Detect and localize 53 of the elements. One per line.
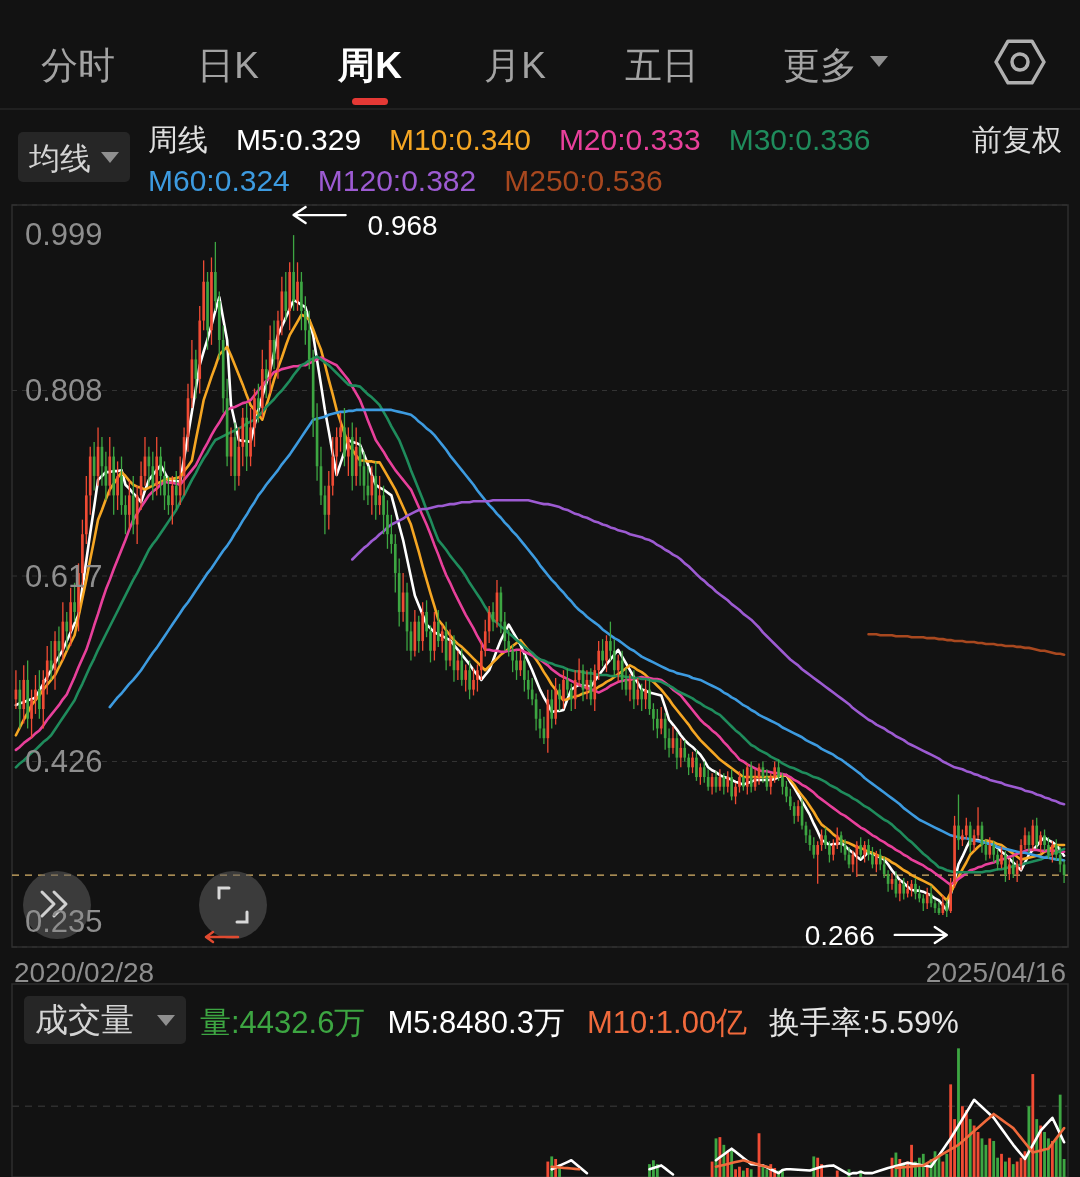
bar xyxy=(957,1048,960,1177)
text: M20:0.333 xyxy=(558,123,701,156)
legend-title: 周线 xyxy=(148,123,208,156)
bar xyxy=(949,1084,953,1177)
y-tick-label: 0.235 xyxy=(25,904,103,939)
bar xyxy=(1011,1164,1015,1177)
bar xyxy=(749,1169,753,1177)
text: 分时 xyxy=(41,45,115,86)
annotation: 0.266 xyxy=(804,919,875,951)
bar xyxy=(765,1169,769,1177)
text: M5:8480.3万 xyxy=(387,1005,565,1040)
bar xyxy=(1007,1157,1011,1177)
y-tick-label: 0.426 xyxy=(25,744,103,779)
bar xyxy=(1031,1074,1035,1177)
bar xyxy=(835,1170,839,1177)
text: 周K xyxy=(337,45,403,86)
text: M30:0.336 xyxy=(728,123,871,156)
text: 均线 xyxy=(28,140,91,176)
bar xyxy=(741,1170,745,1177)
bar xyxy=(734,1169,737,1177)
text: 更多 xyxy=(783,45,857,86)
bar xyxy=(988,1138,992,1177)
text: 月K xyxy=(484,45,547,86)
bar xyxy=(1004,1161,1007,1177)
bar xyxy=(960,1106,964,1177)
text: M10:0.340 xyxy=(389,123,531,156)
text: M60:0.324 xyxy=(148,164,290,197)
bar xyxy=(1015,1161,1019,1177)
bar xyxy=(546,1161,550,1177)
text: 五日 xyxy=(625,45,699,86)
text: 2020/02/28 xyxy=(14,957,155,988)
y-tick-label: 0.999 xyxy=(25,217,103,252)
text: M5:0.329 xyxy=(236,123,362,156)
text: 前复权 xyxy=(972,123,1062,156)
bar xyxy=(1058,1094,1062,1177)
text: M250:0.536 xyxy=(504,164,663,197)
bar xyxy=(945,1153,949,1177)
text: 成交量 xyxy=(35,1001,134,1039)
text: 换手率:5.59% xyxy=(769,1005,959,1040)
text: 2025/04/16 xyxy=(925,957,1066,988)
bar xyxy=(1000,1153,1003,1177)
bar xyxy=(972,1125,976,1177)
bar xyxy=(738,1166,741,1177)
text: 日K xyxy=(197,45,260,86)
y-tick-label: 0.808 xyxy=(25,373,103,408)
bar xyxy=(1043,1131,1046,1177)
bar xyxy=(968,1119,972,1177)
bar xyxy=(941,1161,945,1177)
annotation: 0.968 xyxy=(367,210,438,242)
text: M120:0.382 xyxy=(317,164,477,197)
bar xyxy=(992,1140,996,1177)
text: M10:1.00亿 xyxy=(586,1005,748,1040)
bar xyxy=(745,1167,749,1177)
